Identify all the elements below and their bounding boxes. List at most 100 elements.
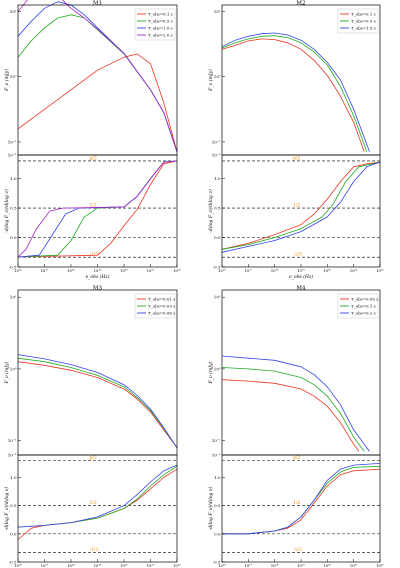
y-axis-label-lower: -d(log F_ν)/d(log ν)	[3, 189, 10, 233]
reference-label: p/2	[90, 455, 97, 461]
y-tick-label-upper: 10⁰	[214, 366, 221, 371]
y-tick-label-lower: -0.5	[9, 265, 17, 270]
y-tick-label-upper: 10¹	[214, 9, 221, 14]
series-line-lower	[222, 463, 381, 535]
y-tick-label-lower: 0.0	[10, 235, 17, 240]
x-tick-label: 10¹⁸	[67, 564, 75, 568]
series-line-lower	[221, 161, 381, 250]
series-line-lower	[17, 464, 178, 528]
x-tick-label: 10²¹	[147, 564, 155, 568]
panel-m4: M4 -1/3 1/2 p/2 10⁻¹ 10⁰ 10¹ 10⁻¹ -0.5 0.0 0.5 1.0 1…	[207, 286, 384, 568]
x-tick-label: 10²¹	[350, 269, 358, 273]
legend-label: T_obs=0.1 s	[148, 12, 173, 17]
x-tick-label: 10²²	[376, 269, 384, 273]
y-tick-label-upper: 10⁻¹	[212, 453, 221, 458]
legend-label: T_obs=0.05 s	[351, 297, 378, 302]
reference-label: p/2	[293, 455, 300, 461]
y-tick-label-upper: 10⁻¹	[8, 153, 17, 158]
y-tick-label-lower: 0.5	[10, 503, 17, 508]
y-axis-label-lower: -d(log F_ν)/d(log ν)	[207, 189, 214, 233]
lower-axes-frame	[221, 154, 381, 268]
y-tick-label-upper: 10⁻¹	[8, 139, 17, 144]
y-tick-label-lower: 1.0	[214, 176, 221, 181]
reference-label: 1/2	[90, 500, 97, 506]
y-tick-label-upper: 10¹	[214, 295, 221, 300]
series-line-upper	[17, 354, 178, 449]
series-line-lower	[17, 160, 178, 258]
series-line-upper	[221, 32, 370, 152]
x-tick-label: 10¹⁷	[245, 269, 253, 273]
y-tick-label-lower: -0.5	[9, 560, 17, 565]
legend-label: T_obs=0.1 s	[351, 304, 376, 309]
y-axis-label-upper: F_ν (mJy)	[207, 69, 214, 92]
series-line-lower	[17, 160, 178, 258]
legend-label: T_obs=0.5 s	[148, 19, 173, 24]
y-tick-label-upper: 10⁻¹	[212, 438, 221, 443]
x-tick-label: 10¹⁶	[218, 269, 226, 273]
legend-label: T_obs=1.0 s	[148, 26, 173, 31]
series-line-upper	[17, 361, 178, 449]
y-axis-label-upper: F_ν (mJy)	[3, 361, 10, 384]
x-axis-label: ν_obs (Hz)	[85, 273, 109, 280]
legend-label: T_obs=0.5 s	[351, 19, 376, 24]
x-tick-label: 10¹⁷	[41, 269, 49, 273]
x-tick-label: 10¹⁶	[14, 564, 22, 568]
y-tick-label-lower: 0.0	[214, 531, 221, 536]
x-tick-label: 10²⁰	[324, 564, 332, 568]
reference-label: 1/2	[293, 203, 300, 209]
y-axis-label-upper: F_ν (mJy)	[3, 69, 10, 92]
x-tick-label: 10¹⁷	[41, 564, 49, 568]
x-tick-label: 10²²	[173, 564, 181, 568]
y-tick-label-upper: 10⁰	[10, 74, 17, 79]
x-tick-label: 10¹⁶	[14, 269, 22, 273]
y-tick-label-lower: 0.0	[214, 235, 221, 240]
series-line-upper	[221, 355, 370, 452]
x-tick-label: 10²⁰	[120, 269, 128, 273]
y-tick-label-lower: 1.0	[214, 475, 221, 480]
x-tick-label: 10¹⁹	[297, 564, 305, 568]
series-line-lower	[221, 161, 381, 253]
x-tick-label: 10¹⁹	[297, 269, 305, 273]
reference-label: 1/2	[293, 500, 300, 506]
reference-label: p/2	[293, 155, 300, 161]
x-tick-label: 10¹⁶	[218, 564, 226, 568]
lower-axes-frame	[17, 454, 178, 563]
x-tick-label: 10¹⁸	[271, 564, 279, 568]
x-tick-label: 10²¹	[147, 269, 155, 273]
reference-label: -1/3	[293, 252, 302, 258]
panel-m2: M2 -1/3 1/2 p/2 10⁻¹ 10⁰ 10¹ 10⁻¹ -0.5 0.0 0.5 1.0 1…	[207, 1, 384, 281]
lower-axes-frame	[17, 154, 178, 268]
series-line-upper	[17, 0, 178, 152]
legend-label: T_obs=0.03 s	[148, 304, 175, 309]
y-axis-label-upper: F_ν (mJy)	[207, 361, 214, 384]
y-tick-label-upper: 10⁻¹	[8, 453, 17, 458]
y-axis-label-lower: -d(log F_ν)/d(log ν)	[3, 486, 10, 530]
legend-label: T_obs=0.1 s	[351, 12, 376, 17]
x-tick-label: 10²²	[173, 269, 181, 273]
legend-label: T_obs=0.2 s	[351, 311, 376, 316]
series-line-lower	[17, 465, 178, 528]
x-tick-label: 10¹⁹	[94, 269, 102, 273]
y-tick-label-upper: 10⁰	[10, 366, 17, 371]
reference-label: -1/3	[293, 547, 302, 553]
x-tick-label: 10²²	[376, 564, 384, 568]
y-tick-label-upper: 10⁻¹	[212, 139, 221, 144]
panel-title: M1	[93, 1, 102, 7]
series-line-upper	[221, 35, 368, 152]
series-line-upper	[221, 38, 365, 152]
legend-label: T_obs=1.5 s	[351, 26, 376, 31]
y-tick-label-lower: -0.5	[213, 265, 221, 270]
y-tick-label-lower: 1.0	[10, 475, 17, 480]
y-tick-label-lower: -0.5	[213, 560, 221, 565]
x-tick-label: 10¹⁷	[245, 564, 253, 568]
x-tick-label: 10²⁰	[324, 269, 332, 273]
y-tick-label-upper: 10⁻¹	[212, 153, 221, 158]
x-tick-label: 10¹⁹	[94, 564, 102, 568]
panel-title: M4	[296, 286, 306, 292]
panel-title: M2	[296, 1, 305, 7]
y-tick-label-lower: 0.0	[10, 531, 17, 536]
y-tick-label-upper: 10⁰	[214, 74, 221, 79]
panel-m1: M1 -1/3 1/2 p/2 10⁻¹ 10⁰ 10¹ 10⁻¹ -0.5 0.0 0.5 1.0 1…	[3, 0, 181, 280]
legend: T_obs=0.05 s T_obs=0.1 s T_obs=0.2 s	[337, 293, 378, 319]
